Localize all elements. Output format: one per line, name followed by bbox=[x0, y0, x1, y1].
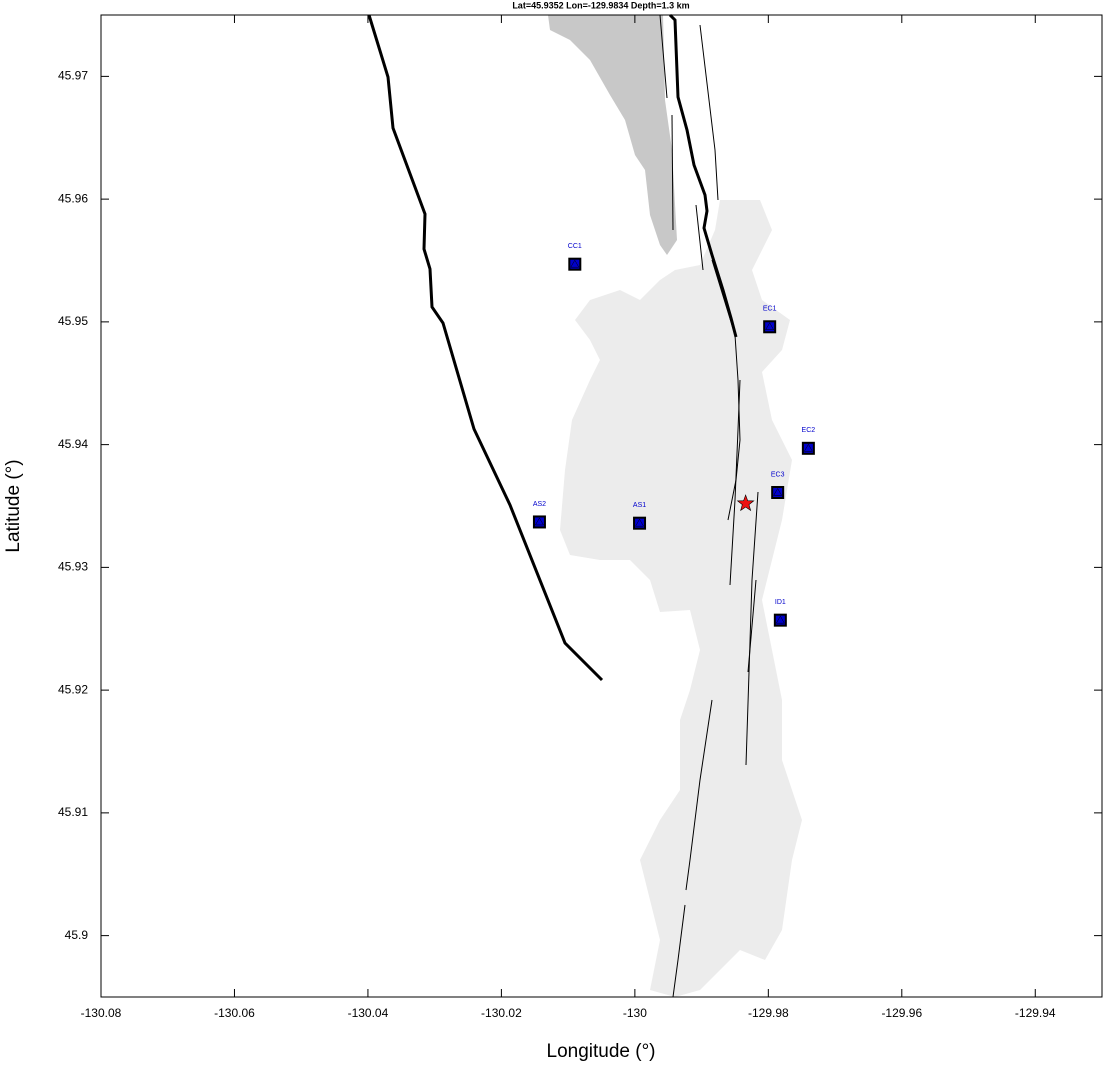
station-label: ID1 bbox=[775, 599, 786, 606]
x-tick-label: -129.98 bbox=[748, 1006, 789, 1020]
plot-frame bbox=[100, 14, 1103, 998]
x-tick-label: -130.06 bbox=[214, 1006, 255, 1020]
station-triangle bbox=[765, 322, 775, 331]
x-tick-label: -130.04 bbox=[348, 1006, 389, 1020]
y-tick-label: 45.9 bbox=[65, 928, 89, 942]
x-tick-label: -130 bbox=[623, 1006, 647, 1020]
y-axis-label: Latitude (°) bbox=[3, 459, 24, 552]
station bbox=[763, 320, 777, 334]
station bbox=[773, 613, 787, 627]
event-star bbox=[736, 494, 755, 512]
station-triangle bbox=[535, 517, 544, 526]
x-tick-label: -130.08 bbox=[81, 1006, 122, 1020]
basemap bbox=[367, 13, 802, 998]
station bbox=[801, 441, 815, 455]
station-label: CC1 bbox=[568, 243, 582, 250]
fissures bbox=[659, 14, 759, 998]
x-tick-label: -129.96 bbox=[881, 1006, 922, 1020]
x-tick-label: -129.94 bbox=[1015, 1006, 1056, 1020]
y-tick-label: 45.94 bbox=[58, 437, 88, 451]
station-label: AS1 bbox=[633, 502, 646, 509]
station bbox=[633, 516, 647, 530]
y-tick-label: 45.96 bbox=[58, 191, 88, 205]
station-label: AS2 bbox=[533, 501, 546, 508]
station bbox=[568, 257, 582, 271]
station-triangle bbox=[775, 615, 785, 624]
station bbox=[532, 515, 546, 529]
station-triangle bbox=[773, 487, 783, 496]
station-triangle bbox=[635, 518, 644, 527]
station-triangle bbox=[570, 259, 580, 268]
y-tick-label: 45.97 bbox=[58, 69, 88, 83]
station bbox=[771, 485, 785, 499]
lava-flow bbox=[560, 200, 802, 997]
y-tick-label: 45.91 bbox=[58, 805, 88, 819]
y-tick-label: 45.92 bbox=[58, 682, 88, 696]
caldera-rim bbox=[367, 14, 604, 682]
caldera-rim bbox=[668, 13, 738, 338]
station-label: EC1 bbox=[763, 306, 777, 313]
lava-flow-dark bbox=[548, 15, 677, 255]
x-axis-label: Longitude (°) bbox=[547, 1041, 656, 1062]
y-tick-label: 45.95 bbox=[58, 314, 88, 328]
chart-title: Lat=45.9352 Lon=-129.9834 Depth=1.3 km bbox=[512, 0, 689, 10]
y-tick-label: 45.93 bbox=[58, 560, 88, 574]
station-label: EC2 bbox=[802, 427, 816, 434]
x-tick-label: -130.02 bbox=[481, 1006, 522, 1020]
station-triangle bbox=[803, 443, 813, 452]
station-label: EC3 bbox=[771, 471, 785, 478]
